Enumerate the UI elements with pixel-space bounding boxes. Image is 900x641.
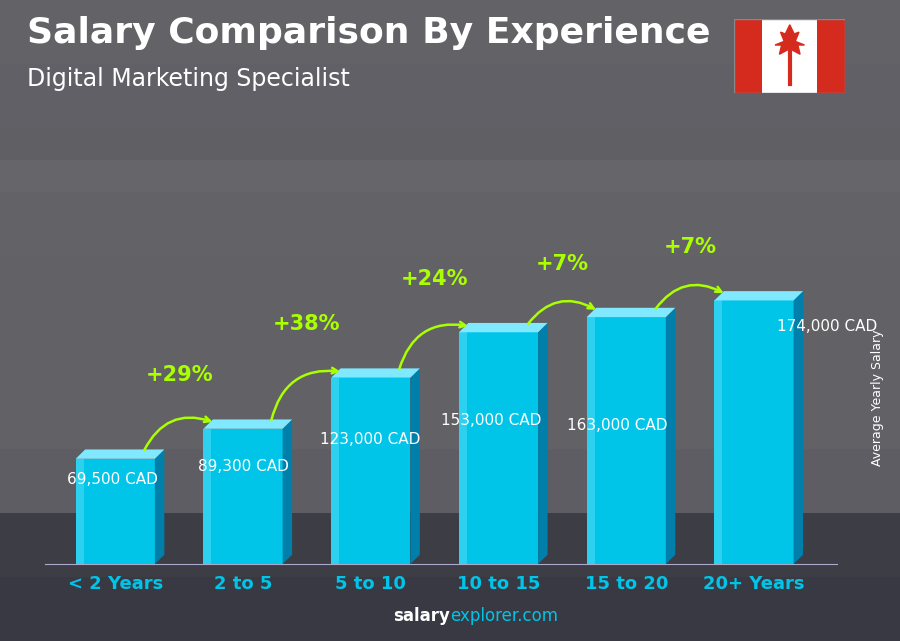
Bar [76,459,155,564]
Polygon shape [666,308,675,564]
Bar [76,459,84,564]
Bar [0,0,900,160]
Text: +29%: +29% [145,365,213,385]
Bar [0,192,900,256]
Polygon shape [331,369,419,378]
Polygon shape [76,449,165,459]
Polygon shape [459,323,547,332]
Bar [0,449,900,513]
Bar [0,385,900,449]
Polygon shape [203,419,292,429]
Text: 174,000 CAD: 174,000 CAD [777,319,878,335]
Text: 123,000 CAD: 123,000 CAD [320,432,420,447]
Bar [734,19,762,93]
Text: +24%: +24% [400,269,468,289]
Bar [459,332,467,564]
Text: salary: salary [393,607,450,625]
Bar [0,320,900,385]
Polygon shape [715,291,803,301]
Text: 69,500 CAD: 69,500 CAD [67,472,158,487]
Text: Average Yearly Salary: Average Yearly Salary [871,329,884,465]
Text: explorer.com: explorer.com [450,607,558,625]
Bar [0,128,900,192]
Polygon shape [775,25,805,54]
Bar [331,378,410,564]
Polygon shape [538,323,547,564]
Bar [817,19,845,93]
Bar [203,429,212,564]
Text: +38%: +38% [273,314,340,335]
Bar [762,19,817,93]
Bar [587,317,666,564]
Bar [0,513,900,641]
Bar [715,301,723,564]
Bar [0,256,900,320]
Text: Digital Marketing Specialist: Digital Marketing Specialist [27,67,350,91]
Bar [715,301,794,564]
Text: +7%: +7% [663,237,716,257]
Text: 89,300 CAD: 89,300 CAD [198,459,289,474]
Bar [0,513,900,577]
Text: 163,000 CAD: 163,000 CAD [568,419,668,433]
Text: +7%: +7% [536,254,589,274]
Bar [459,332,538,564]
Polygon shape [587,308,675,317]
Bar [331,378,339,564]
Bar [0,0,900,64]
Polygon shape [794,291,803,564]
Polygon shape [155,449,165,564]
Bar [203,429,283,564]
Bar [0,577,900,641]
Text: 153,000 CAD: 153,000 CAD [441,413,542,428]
Polygon shape [283,419,293,564]
Bar [587,317,595,564]
Text: Salary Comparison By Experience: Salary Comparison By Experience [27,16,710,50]
Bar [0,64,900,128]
Polygon shape [410,369,419,564]
